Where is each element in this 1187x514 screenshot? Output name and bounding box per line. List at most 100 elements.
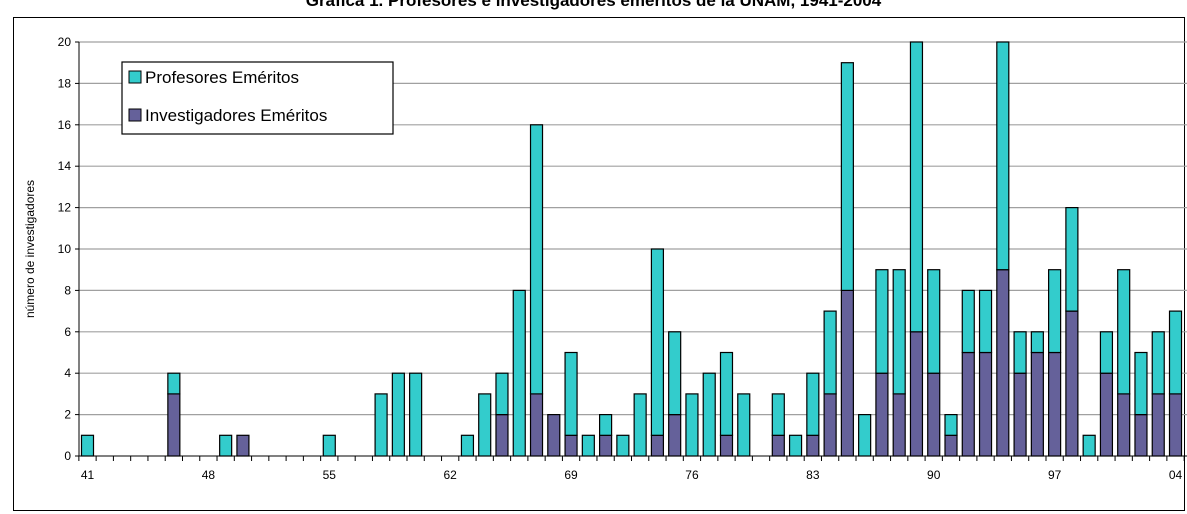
bar-investigadores-1998 bbox=[1065, 310, 1079, 457]
bar-profesores-1967 bbox=[529, 124, 544, 395]
bar-profesores-1998 bbox=[1065, 207, 1079, 312]
bar-profesores-1972 bbox=[616, 434, 630, 457]
x-tick-label: 62 bbox=[443, 468, 457, 482]
bar-investigadores-1967 bbox=[529, 393, 544, 457]
x-tick-label: 04 bbox=[1169, 468, 1183, 482]
y-tick-label: 6 bbox=[64, 325, 71, 339]
bar-profesores-2004 bbox=[1168, 310, 1183, 395]
bar-profesores-1969 bbox=[564, 351, 578, 436]
bar-investigadores-1975 bbox=[668, 414, 682, 457]
bar-investigadores-1997 bbox=[1048, 351, 1062, 457]
bar-profesores-1982 bbox=[788, 434, 803, 457]
bar-investigadores-1994 bbox=[996, 269, 1010, 457]
bar-profesores-2003 bbox=[1151, 331, 1165, 395]
bar-profesores-1984 bbox=[823, 310, 837, 395]
x-tick-label: 76 bbox=[685, 468, 699, 482]
y-tick-label: 4 bbox=[64, 366, 71, 380]
bar-investigadores-1987 bbox=[875, 372, 889, 457]
bar-investigadores-1969 bbox=[564, 434, 578, 457]
bar-profesores-1970 bbox=[581, 434, 595, 457]
bar-profesores-1941 bbox=[80, 434, 95, 457]
y-tick-label: 12 bbox=[58, 201, 72, 215]
bar-investigadores-1992 bbox=[961, 351, 975, 457]
legend-box bbox=[121, 61, 394, 135]
y-tick-label: 10 bbox=[58, 242, 72, 256]
bar-investigadores-1991 bbox=[944, 434, 958, 457]
bar-investigadores-1950 bbox=[236, 434, 250, 457]
bar-profesores-1958 bbox=[374, 393, 388, 457]
bar-profesores-1959 bbox=[391, 372, 405, 457]
bar-profesores-1949 bbox=[219, 434, 233, 457]
bar-profesores-2002 bbox=[1134, 351, 1148, 416]
bar-profesores-1975 bbox=[668, 331, 682, 416]
bar-investigadores-1993 bbox=[978, 351, 993, 457]
bar-profesores-1988 bbox=[892, 269, 906, 395]
bar-profesores-1946 bbox=[167, 372, 181, 395]
bar-profesores-1981 bbox=[771, 393, 785, 436]
bar-profesores-1978 bbox=[719, 351, 734, 436]
bar-profesores-1993 bbox=[978, 289, 993, 354]
bar-investigadores-1971 bbox=[598, 434, 613, 457]
bar-profesores-1991 bbox=[944, 414, 958, 436]
bar-profesores-2000 bbox=[1099, 331, 1114, 374]
bar-profesores-1964 bbox=[478, 393, 492, 457]
bar-investigadores-2002 bbox=[1134, 414, 1148, 457]
bar-profesores-1965 bbox=[495, 372, 509, 416]
chart-frame bbox=[13, 17, 1185, 511]
bar-profesores-1987 bbox=[875, 269, 889, 374]
bar-profesores-1979 bbox=[737, 393, 751, 457]
legend-label-profesores: Profesores Eméritos bbox=[145, 68, 299, 87]
bar-profesores-1985 bbox=[840, 62, 854, 291]
bar-investigadores-1946 bbox=[167, 393, 181, 457]
bar-profesores-1999 bbox=[1082, 434, 1096, 457]
x-tick-label: 55 bbox=[323, 468, 337, 482]
bar-profesores-1996 bbox=[1030, 331, 1044, 354]
x-tick-label: 41 bbox=[81, 468, 95, 482]
bar-investigadores-1990 bbox=[927, 372, 941, 457]
bar-investigadores-1985 bbox=[840, 289, 854, 457]
bar-investigadores-2004 bbox=[1168, 393, 1183, 457]
bar-profesores-1973 bbox=[633, 393, 647, 457]
legend: Profesores Eméritos Investigadores Eméri… bbox=[121, 61, 394, 135]
chart-title: Gráfica 1. Profesores e investigadores e… bbox=[305, 0, 882, 10]
bar-profesores-1995 bbox=[1013, 331, 1027, 374]
bar-investigadores-1965 bbox=[495, 414, 509, 457]
bar-investigadores-1978 bbox=[719, 434, 734, 457]
bar-investigadores-2000 bbox=[1099, 372, 1114, 457]
y-tick-label: 20 bbox=[58, 35, 72, 49]
bar-investigadores-2003 bbox=[1151, 393, 1165, 457]
bars-group bbox=[80, 41, 1183, 457]
bar-investigadores-1995 bbox=[1013, 372, 1027, 457]
bar-investigadores-1981 bbox=[771, 434, 785, 457]
bar-profesores-1960 bbox=[409, 372, 423, 457]
y-tick-label: 8 bbox=[64, 283, 71, 297]
bar-profesores-1990 bbox=[927, 269, 941, 374]
y-axis-label: número de investigadores bbox=[23, 180, 37, 318]
bar-profesores-1997 bbox=[1048, 269, 1062, 354]
bar-profesores-1955 bbox=[322, 434, 336, 457]
bar-profesores-1966 bbox=[512, 289, 526, 457]
bar-investigadores-1983 bbox=[806, 434, 820, 457]
bar-profesores-1986 bbox=[858, 414, 872, 457]
bar-investigadores-1974 bbox=[650, 434, 665, 457]
x-tick-label: 83 bbox=[806, 468, 820, 482]
bar-profesores-1994 bbox=[996, 41, 1010, 271]
y-tick-label: 0 bbox=[64, 449, 71, 463]
y-tick-label: 2 bbox=[64, 408, 71, 422]
y-tick-label: 16 bbox=[58, 118, 72, 132]
y-tick-label: 18 bbox=[58, 76, 72, 90]
legend-swatch-investigadores bbox=[128, 108, 142, 122]
bar-profesores-1963 bbox=[460, 434, 475, 457]
y-tick-label: 14 bbox=[58, 159, 72, 173]
legend-swatch-profesores bbox=[128, 70, 142, 84]
bar-investigadores-1968 bbox=[547, 414, 561, 457]
bar-profesores-1992 bbox=[961, 289, 975, 354]
bar-investigadores-2001 bbox=[1117, 393, 1131, 457]
x-tick-label: 97 bbox=[1048, 468, 1062, 482]
bar-profesores-1989 bbox=[909, 41, 924, 333]
bar-profesores-1971 bbox=[598, 414, 613, 436]
bar-profesores-2001 bbox=[1117, 269, 1131, 395]
bar-profesores-1983 bbox=[806, 372, 820, 436]
bar-profesores-1976 bbox=[685, 393, 699, 457]
